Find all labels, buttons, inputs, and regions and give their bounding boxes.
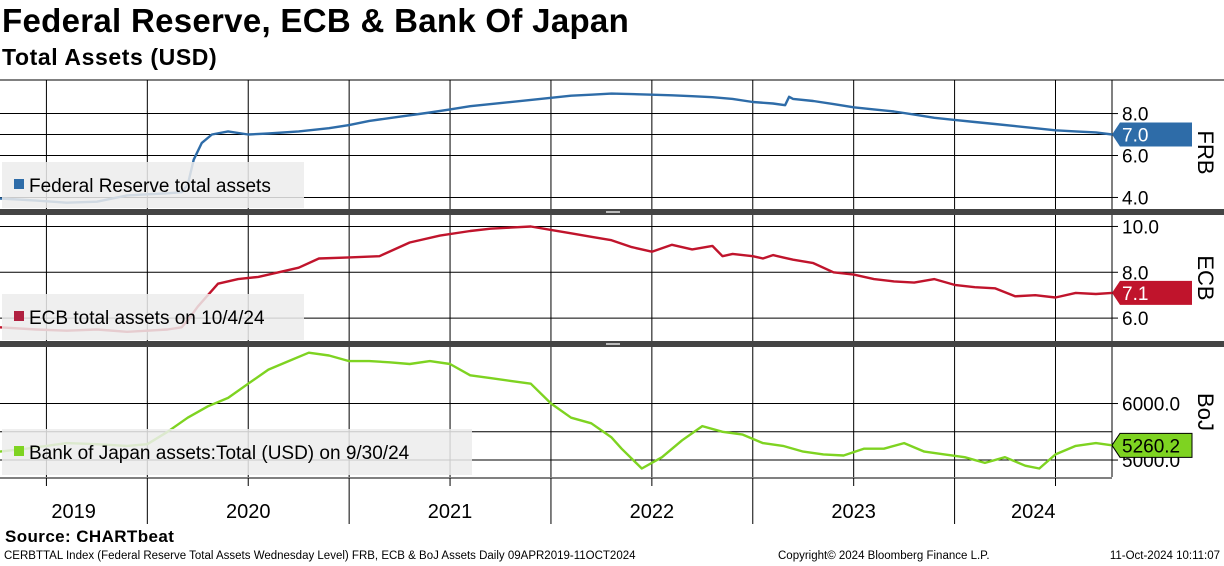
x-tick-label: 2022: [630, 501, 675, 523]
legend-swatch-ecb: [14, 311, 24, 321]
y-tick-label: 6.0: [1122, 147, 1148, 168]
x-tick-label: 2019: [51, 501, 96, 523]
last-value-label-boj: 5260.2: [1122, 436, 1180, 457]
legend-label-boj: Bank of Japan assets:Total (USD) on 9/30…: [29, 443, 410, 464]
chart-subtitle: Total Assets (USD): [2, 44, 218, 70]
separator-grip: [606, 343, 620, 345]
y-tick-label: 8.0: [1122, 263, 1148, 284]
panel-label-boj: BoJ: [1193, 393, 1218, 431]
legend-swatch-frb: [14, 179, 24, 189]
y-tick-label: 4.0: [1122, 188, 1148, 209]
legend-label-frb: Federal Reserve total assets: [29, 176, 271, 197]
index-description: CERBTTAL Index (Federal Reserve Total As…: [4, 550, 636, 562]
x-tick-label: 2024: [1011, 501, 1056, 523]
chart-title: Federal Reserve, ECB & Bank Of Japan: [2, 2, 630, 39]
copyright: Copyright© 2024 Bloomberg Finance L.P.: [778, 550, 990, 562]
panel-label-frb: FRB: [1193, 131, 1218, 175]
y-tick-label: 6000.0: [1122, 395, 1180, 416]
panel-ecb: ECB total assets on 10/4/24 6.0 8.0 10.0 7.1…: [0, 215, 1218, 341]
panel-label-ecb: ECB: [1193, 255, 1218, 300]
legend-box: [2, 162, 304, 208]
chart-area: Federal Reserve total assets4.06.08.07.0…: [0, 79, 1224, 524]
x-tick-label: 2021: [428, 501, 473, 523]
legend-box: [2, 294, 304, 340]
panel-frb: Federal Reserve total assets 4.0 6.0 8.07.0…: [0, 80, 1218, 209]
last-value-label-frb: 7.0: [1122, 126, 1148, 147]
legend-swatch-boj: [14, 446, 24, 456]
series-line-boj: [0, 351, 1113, 470]
y-tick-label: 6.0: [1122, 309, 1148, 330]
source-label: Source: CHARTbeat: [5, 527, 175, 546]
last-value-flag-ecb: [1112, 280, 1192, 305]
x-tick-label: 2023: [831, 501, 876, 523]
last-value-flag-frb: [1112, 122, 1192, 147]
separator-grip: [606, 211, 620, 213]
y-tick-label: 8.0: [1122, 105, 1148, 126]
legend-box: [2, 429, 472, 475]
panel-boj: Bank of Japan assets:Total (USD) on 9/30…: [0, 347, 1218, 477]
series-line-frb: [0, 92, 1113, 204]
legend-label-ecb: ECB total assets on 10/4/24: [29, 308, 265, 329]
last-value-flag-boj: [1111, 432, 1193, 458]
timestamp: 11-Oct-2024 10:11:07: [1109, 550, 1220, 562]
y-tick-label: 10.0: [1122, 217, 1159, 238]
x-tick-label: 2020: [226, 501, 271, 523]
last-value-label-ecb: 7.1: [1122, 284, 1148, 305]
